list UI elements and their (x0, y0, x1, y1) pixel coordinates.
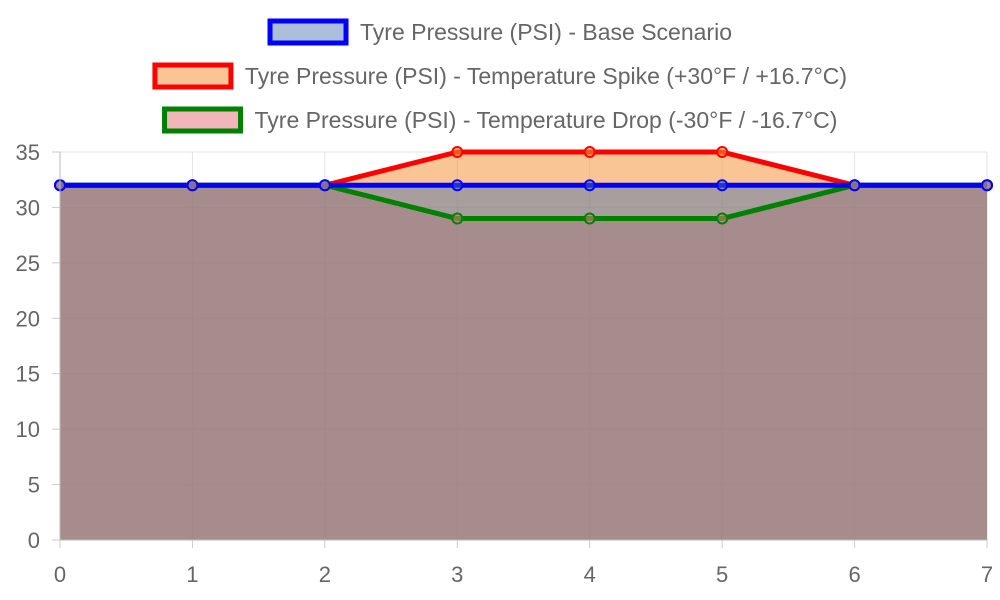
x-tick-label-2: 2 (319, 562, 331, 587)
data-point-series-0-3 (451, 179, 464, 192)
area-fill-series-1 (60, 152, 987, 540)
data-point-series-1-5 (716, 146, 729, 158)
y-tick-label-0: 0 (28, 528, 40, 553)
y-tick-label-4: 20 (16, 306, 40, 331)
legend-label-0: Tyre Pressure (PSI) - Base Scenario (360, 19, 732, 45)
data-point-series-0-6 (848, 179, 861, 192)
axes: 0 5 10 15 20 25 30 35 0 1 2 3 4 5 6 7 (16, 140, 994, 587)
x-tick-label-0: 0 (54, 562, 66, 587)
legend-item-2: Tyre Pressure (PSI) - Temperature Drop (… (162, 106, 838, 134)
legend-item-1: Tyre Pressure (PSI) - Temperature Spike … (152, 62, 847, 90)
legend-item-0: Tyre Pressure (PSI) - Base Scenario (267, 18, 732, 46)
x-tick-label-1: 1 (186, 562, 198, 587)
x-tick-label-4: 4 (584, 562, 596, 587)
data-point-series-2-3 (451, 212, 464, 225)
legend: Tyre Pressure (PSI) - Base Scenario Tyre … (152, 18, 847, 134)
data-point-series-0-5 (716, 179, 729, 192)
legend-label-1: Tyre Pressure (PSI) - Temperature Spike … (245, 63, 847, 89)
area-fill-series-0 (60, 185, 987, 540)
data-point-series-0-1 (186, 179, 199, 192)
y-tick-label-2: 10 (16, 417, 40, 442)
data-points (54, 146, 993, 225)
data-point-series-1-4 (583, 146, 596, 158)
y-tick-label-7: 35 (16, 140, 40, 165)
x-tick-label-6: 6 (848, 562, 860, 587)
legend-swatch-0 (267, 18, 349, 46)
data-point-series-0-2 (318, 179, 331, 192)
y-tick-label-6: 30 (16, 195, 40, 220)
data-point-series-2-4 (583, 212, 596, 225)
data-point-series-0-7 (981, 179, 993, 192)
area-fills (60, 152, 987, 540)
legend-label-2: Tyre Pressure (PSI) - Temperature Drop (… (255, 107, 838, 133)
x-tick-label-7: 7 (981, 562, 993, 587)
series-lines (60, 149, 987, 222)
x-tick-label-3: 3 (451, 562, 463, 587)
y-tick-label-5: 25 (16, 251, 40, 276)
y-tick-label-1: 5 (28, 473, 40, 498)
data-point-series-0-4 (583, 179, 596, 192)
x-tick-label-5: 5 (716, 562, 728, 587)
data-point-series-2-5 (716, 212, 729, 225)
legend-swatch-2 (162, 106, 244, 134)
y-tick-label-3: 15 (16, 362, 40, 387)
data-point-series-1-3 (451, 146, 464, 158)
legend-swatch-1 (152, 62, 234, 90)
